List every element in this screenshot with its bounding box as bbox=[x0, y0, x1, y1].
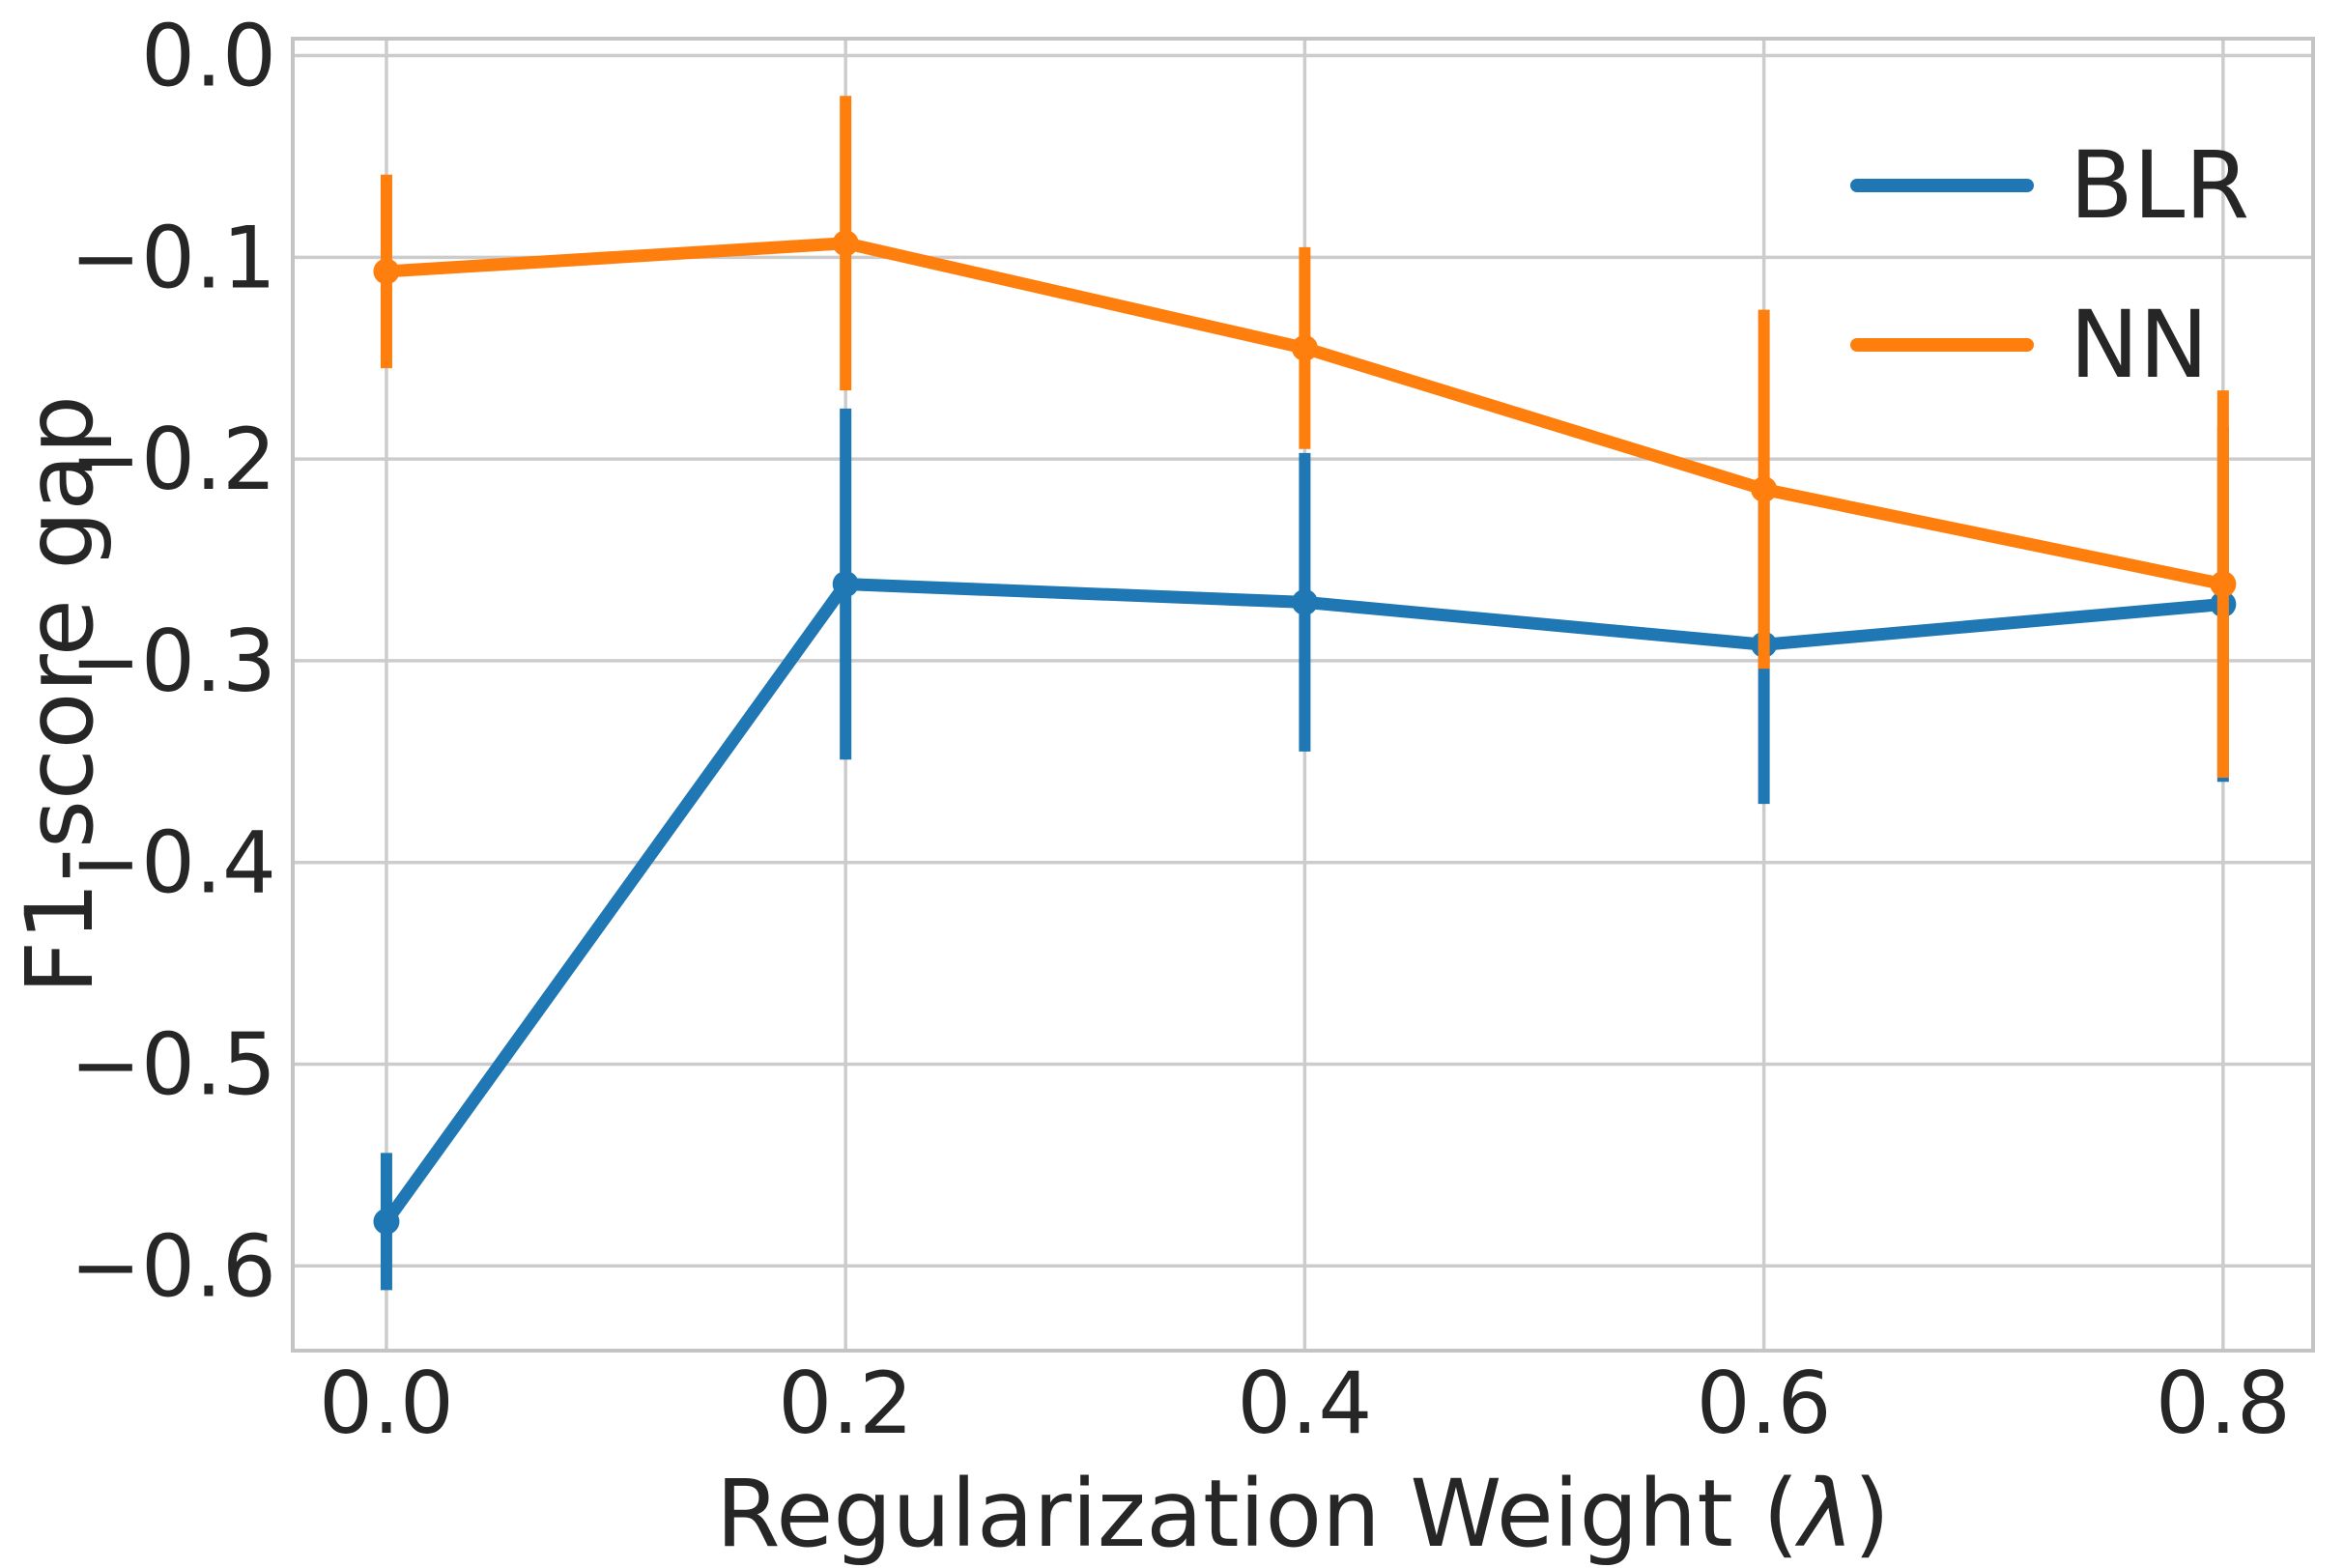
nn-marker bbox=[373, 258, 400, 285]
legend-label-nn: NN bbox=[2070, 291, 2209, 399]
y-tick-label: −0.5 bbox=[70, 1015, 276, 1115]
nn-marker bbox=[1751, 475, 1778, 502]
legend-label-blr: BLR bbox=[2070, 131, 2249, 240]
y-tick-label: −0.4 bbox=[70, 813, 276, 913]
x-tick-label: 0.2 bbox=[778, 1354, 913, 1453]
nn-marker bbox=[1291, 334, 1318, 361]
y-tick-label: 0.0 bbox=[141, 7, 276, 106]
y-tick-label: −0.3 bbox=[70, 612, 276, 711]
plot-border bbox=[291, 37, 2315, 1353]
x-tick-label: 0.4 bbox=[1237, 1354, 1372, 1453]
blr-marker bbox=[373, 1208, 400, 1235]
y-tick-label: −0.2 bbox=[70, 410, 276, 509]
nn-marker bbox=[832, 230, 859, 257]
y-tick-label: −0.6 bbox=[70, 1216, 276, 1316]
nn-marker bbox=[2210, 571, 2237, 598]
x-tick-label: 0.6 bbox=[1697, 1354, 1832, 1453]
x-axis-label: Regularization Weight (λ) bbox=[716, 1460, 1890, 1568]
y-tick-label: −0.1 bbox=[70, 208, 276, 307]
x-tick-label: 0.8 bbox=[2156, 1354, 2291, 1453]
blr-marker bbox=[1291, 588, 1318, 615]
y-axis-label: F1-score gap bbox=[6, 395, 114, 994]
blr-marker bbox=[832, 571, 859, 598]
x-tick-label: 0.0 bbox=[319, 1354, 454, 1453]
